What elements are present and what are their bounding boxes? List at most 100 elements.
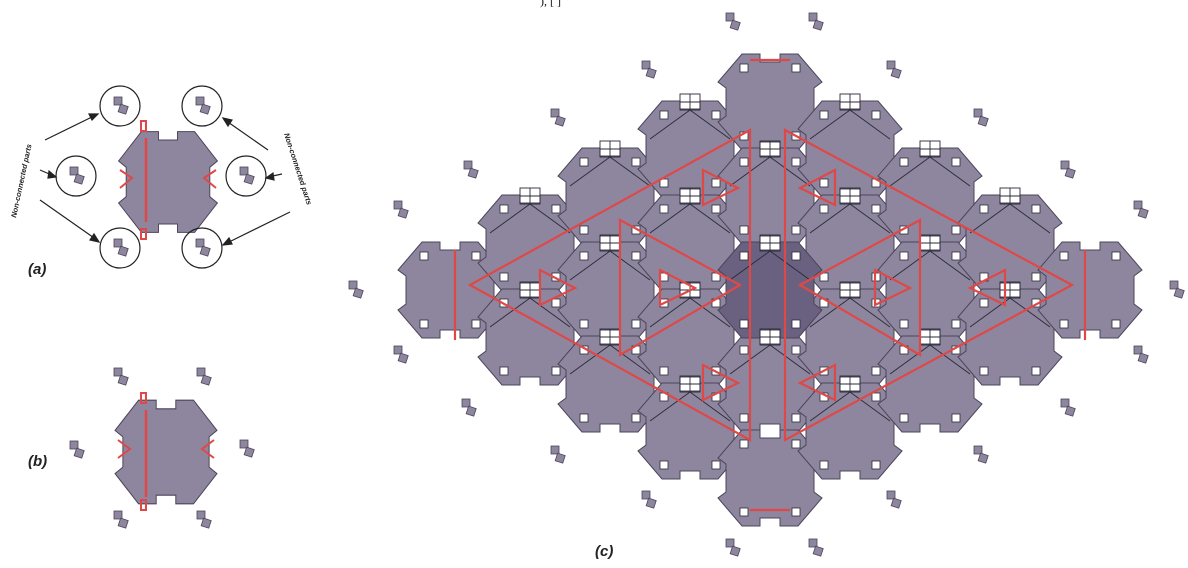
lattice-link [489,203,531,234]
panel-a-label: (a) [28,261,46,278]
connector-tab [499,204,509,214]
connector-tab [871,460,881,470]
connector-tab [791,251,801,261]
connector-tab [979,298,989,308]
lattice-grid [839,93,861,111]
lattice-grid [679,187,701,205]
circle-top-left [99,85,141,127]
connector-tab [951,319,961,329]
lattice-link [809,203,851,234]
connector-tab [631,413,641,423]
loose-part [808,538,824,557]
loose-part [393,345,409,364]
panel-c-connector-tabs [419,63,1121,517]
connector-tab [819,178,829,188]
circle-mid-right [225,155,267,197]
connector-tab [711,204,721,214]
lattice-link [969,297,1011,328]
loose-part [550,445,566,464]
lattice-link [1009,297,1051,328]
loose-part [808,12,824,31]
loose-part [348,280,364,299]
loose-part [461,398,477,417]
lattice-grid [599,140,621,158]
connector-tab [551,366,561,376]
connector-tab [659,204,669,214]
lattice-link [889,344,931,375]
annotation-left: Non-connected parts [9,143,33,218]
lattice-grid [599,234,621,252]
connector-tab [791,413,801,423]
connector-tab [551,204,561,214]
panel-a-center-tile [118,131,218,233]
connector-tab [1031,204,1041,214]
panel-c-seams [453,58,1087,512]
connector-tab [711,178,721,188]
circle-top-right [181,85,223,127]
lattice-link [569,156,611,187]
loose-part [1060,398,1076,417]
seam-left-large-triangle [467,128,752,442]
loose-part [1133,345,1149,364]
connector-tab [419,319,429,329]
connector-tab [631,319,641,329]
connector-tab [739,319,749,329]
seam-far-right-small [967,268,1007,307]
lattice-link [889,250,931,281]
seam-left-inner-triangle [618,218,743,357]
lattice-link [609,344,651,375]
loose-part [1169,280,1185,299]
lattice-link [649,297,691,328]
connector-tab [871,392,881,402]
circle-mid-left [55,155,97,197]
lattice-grid [919,328,941,346]
seam-far-left-small [538,268,578,307]
lattice-grid [519,281,541,299]
lattice-link [689,203,731,234]
connector-tab [899,319,909,329]
lattice-grid [839,281,861,299]
connector-tab [979,204,989,214]
connector-tab [791,439,801,449]
connector-tab [739,413,749,423]
loose-part [886,490,902,509]
lattice-link [1009,203,1051,234]
connector-tab [471,319,481,329]
connector-tab [659,366,669,376]
lattice-link [769,344,811,375]
connector-tab [579,413,589,423]
connector-tab [739,507,749,517]
lattice-grid [759,328,781,346]
lattice-link [849,203,891,234]
loose-part [725,12,741,31]
connector-tab [951,157,961,167]
connector-tab [579,157,589,167]
seam-bottom-right-small [797,363,837,402]
connector-tab [659,110,669,120]
lattice-grid [919,140,941,158]
lattice-link [929,344,971,375]
lattice-link [769,250,811,281]
lattice-link [809,391,851,422]
hex-tile [1037,241,1143,339]
connector-tab [871,204,881,214]
loose-part [886,60,902,79]
cropped-caption-fragment: ), [ ] [540,0,561,8]
connector-tab [1111,251,1121,261]
lattice-link [529,203,571,234]
lattice-link [849,109,891,140]
connector-tab [499,366,509,376]
connector-tab [579,251,589,261]
lattice-link [689,297,731,328]
panel-c-lattice [489,93,1051,422]
connector-tab [1059,251,1069,261]
seam-top-right-small [797,168,837,207]
lattice-grid [519,187,541,205]
seam-right-inner-triangle [797,218,922,357]
lattice-grid [599,328,621,346]
lattice-link [609,156,651,187]
panel-b-center-tile [114,399,218,505]
connector-tab [951,413,961,423]
connector-tab [1111,319,1121,329]
panel-c: (c) [348,12,1185,560]
